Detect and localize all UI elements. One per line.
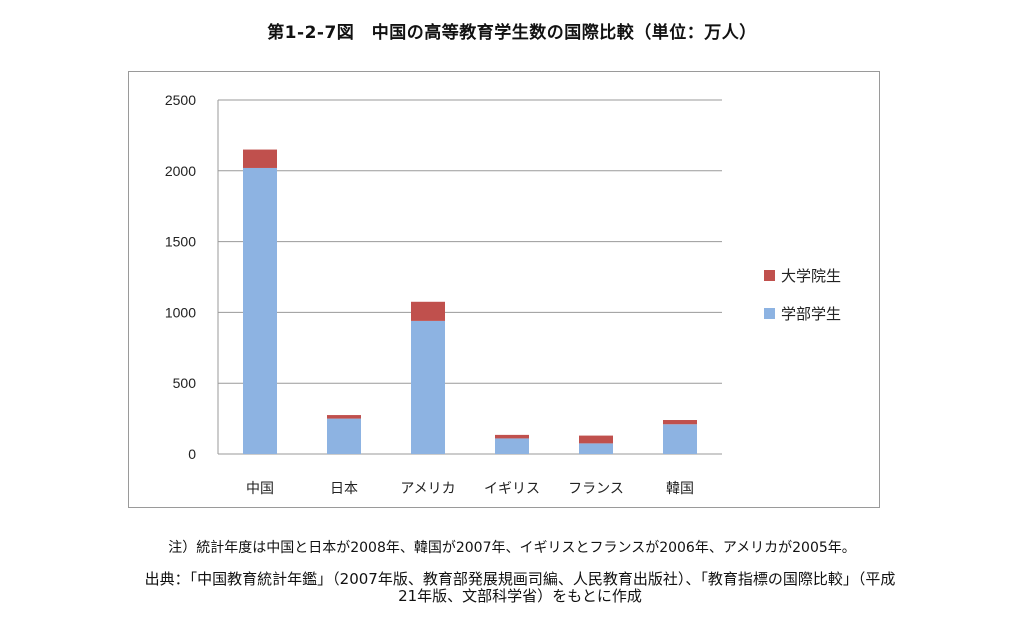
y-tick-label: 2000 [165,163,196,179]
source-citation: 出典：「中国教育統計年鑑」（2007年版、教育部発展規画司編、人民教育出版社）、… [40,571,1000,605]
x-tick-label: 日本 [330,481,358,497]
x-tick-label: フランス [568,481,624,497]
bar-grad [495,434,529,439]
bar-undergrad [327,418,361,454]
y-tick-label: 2500 [165,92,196,108]
bar-undergrad [411,320,445,454]
source-line-2: 21年版、文部科学省）をもとに作成 [398,587,642,605]
x-tick-label: 韓国 [666,481,694,497]
bar-grad [663,420,697,425]
y-tick-label: 1000 [165,304,196,320]
bar-undergrad [579,443,613,454]
bar-grad [579,435,613,444]
bar-grad [411,301,445,321]
bar-undergrad [495,438,529,454]
chart-title: 第1-2-7図 中国の高等教育学生数の国際比較（単位：万人） [267,23,757,43]
legend-label: 学部学生 [781,305,841,323]
legend-swatch [764,308,775,319]
legend-swatch [764,270,775,281]
legend-label: 大学院生 [781,267,841,285]
bar-grad [327,415,361,419]
bar-undergrad [243,167,277,454]
bar-grad [243,149,277,168]
source-line-1: 出典：「中国教育統計年鑑」（2007年版、教育部発展規画司編、人民教育出版社）、… [144,570,896,588]
bar-undergrad [663,424,697,454]
y-tick-label: 0 [188,446,196,462]
x-tick-label: イギリス [484,481,540,497]
y-tick-label: 500 [173,375,197,391]
chart-note: 注）統計年度は中国と日本が2008年、韓国が2007年、イギリスとフランスが20… [168,540,856,556]
x-tick-label: 中国 [246,481,274,497]
y-tick-label: 1500 [165,234,196,250]
x-tick-label: アメリカ [400,481,455,497]
